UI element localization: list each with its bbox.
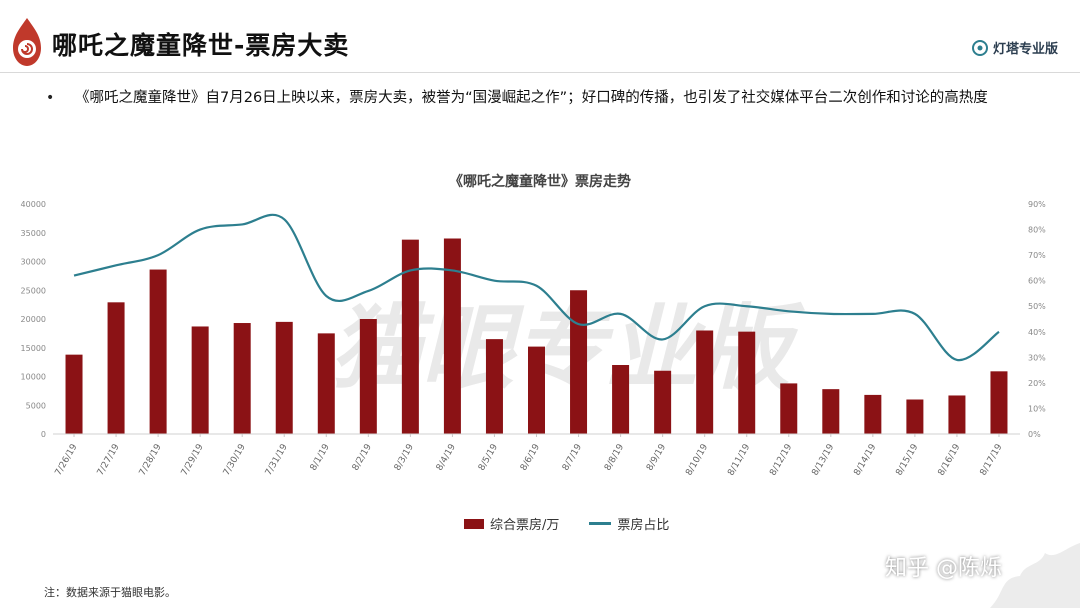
chart-watermark: 猫眼专业版 [330, 295, 805, 402]
flame-logo-icon [13, 18, 41, 66]
x-tick-label: 7/26/19 [54, 442, 80, 477]
y-right-tick-label: 50% [1028, 302, 1046, 311]
bar [696, 330, 714, 434]
y-left-tick-label: 0 [41, 430, 46, 439]
bar [443, 238, 461, 434]
page-title: 哪吒之魔童降世-票房大卖 [52, 31, 350, 60]
x-tick-label: 7/28/19 [138, 442, 164, 477]
box-office-chart: 猫眼专业版 0 5000 10000 15000 20000 25000 30000 3500… [21, 200, 1047, 478]
y-left-tick-label: 35000 [21, 229, 46, 238]
bar [359, 319, 377, 434]
bar [401, 239, 419, 434]
y-right-tick-label: 40% [1028, 328, 1046, 337]
footnote: 注：数据来源于猫眼电影。 [44, 586, 176, 599]
bar [570, 290, 588, 434]
zhihu-watermark: 知乎 @陈烁 [885, 556, 1002, 581]
x-tick-label: 8/15/19 [894, 442, 920, 477]
y-left-tick-label: 30000 [21, 258, 46, 267]
bar [738, 331, 756, 434]
bullet-text: 《哪吒之魔童降世》自7月26日上映以来，票房大卖，被誉为“国漫崛起之作”；好口碑… [75, 90, 988, 106]
chart-legend: 综合票房/万 票房占比 [464, 514, 669, 533]
bar [906, 399, 924, 434]
share-line [73, 213, 1000, 361]
y-right-tick-label: 30% [1028, 353, 1046, 362]
bar [107, 302, 125, 434]
x-tick-label: 8/10/19 [684, 442, 710, 477]
bar [948, 395, 966, 434]
x-tick-label: 7/30/19 [222, 442, 248, 477]
y-left-tick-label: 20000 [21, 315, 46, 324]
y-left-tick-label: 15000 [21, 344, 46, 353]
x-tick-label: 8/9/19 [645, 442, 668, 472]
y-left-tick-label: 25000 [21, 286, 46, 295]
leaf-decoration-icon [990, 543, 1080, 608]
x-tick-label: 8/1/19 [309, 442, 332, 472]
y-left-tick-label: 10000 [21, 373, 46, 382]
y-right-tick-label: 0% [1028, 430, 1041, 439]
x-tick-label: 8/14/19 [852, 442, 878, 477]
y-right-tick-label: 80% [1028, 226, 1046, 235]
brand-icon [971, 39, 988, 56]
bar [191, 326, 209, 434]
y-right-tick-label: 20% [1028, 379, 1046, 388]
legend-swatch-bar [464, 518, 484, 529]
bar [612, 365, 630, 434]
bar [317, 333, 335, 434]
x-tick-label: 7/31/19 [264, 442, 290, 477]
brand-name: 灯塔专业版 [992, 42, 1058, 57]
bullet-marker: • [46, 90, 55, 106]
x-tick-label: 8/2/19 [351, 442, 374, 472]
legend-swatch-line [589, 522, 612, 525]
x-tick-label: 8/13/19 [810, 442, 836, 477]
bar [528, 346, 545, 434]
x-tick-label: 8/6/19 [519, 442, 542, 472]
y-right-tick-label: 60% [1028, 277, 1046, 286]
bar [233, 323, 251, 434]
bar [65, 354, 83, 434]
x-tick-label: 8/17/19 [979, 442, 1005, 477]
legend-item-box-office: 综合票房/万 [464, 514, 559, 533]
bar [780, 383, 798, 434]
y-right-tick-label: 10% [1028, 404, 1046, 413]
y-right-tick-label: 90% [1028, 200, 1046, 209]
legend-label-box-office: 综合票房/万 [490, 518, 560, 533]
bar [990, 371, 1008, 434]
header-divider [0, 72, 1080, 73]
bar [822, 389, 840, 434]
x-tick-label: 8/11/19 [726, 442, 752, 477]
x-tick-label: 8/3/19 [393, 442, 416, 472]
legend-label-share: 票房占比 [617, 518, 670, 533]
x-tick-label: 7/29/19 [180, 442, 206, 477]
x-tick-label: 8/5/19 [477, 442, 500, 472]
chart-title: 《哪吒之魔童降世》票房走势 [449, 174, 631, 190]
x-tick-label: 8/8/19 [603, 442, 626, 472]
x-tick-label: 7/27/19 [96, 442, 122, 477]
bar [654, 370, 672, 434]
bar [275, 321, 293, 434]
y-left-tick-label: 5000 [26, 401, 46, 410]
y-left-tick-label: 40000 [21, 200, 46, 209]
x-tick-label: 8/4/19 [435, 442, 458, 472]
bar [864, 394, 882, 434]
x-tick-label: 8/12/19 [768, 442, 794, 477]
bar [149, 269, 167, 434]
x-tick-label: 8/16/19 [937, 442, 963, 477]
brand-logo: 灯塔专业版 [971, 38, 1058, 57]
legend-item-share: 票房占比 [589, 514, 669, 533]
bar [485, 339, 503, 434]
y-right-tick-label: 70% [1028, 251, 1046, 260]
x-tick-label: 8/7/19 [561, 442, 584, 472]
